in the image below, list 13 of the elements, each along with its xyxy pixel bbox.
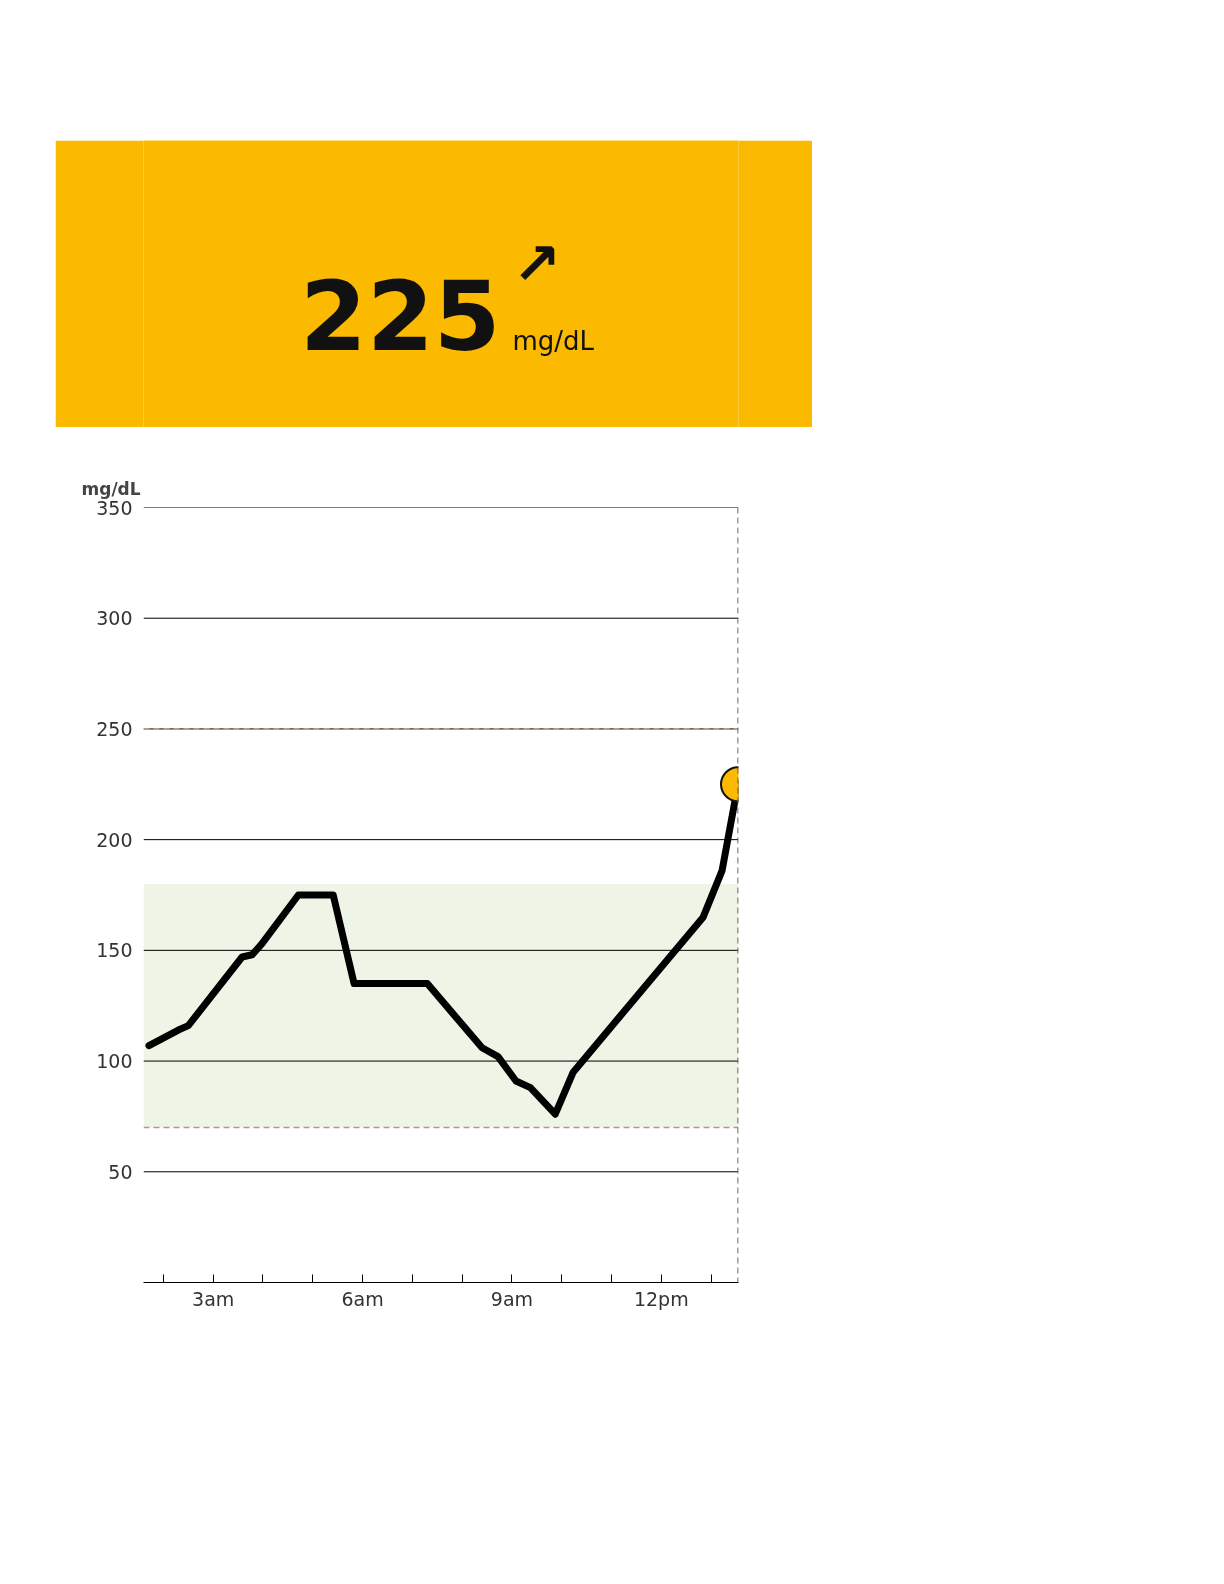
y-tick-label: 150 <box>96 939 133 962</box>
y-tick-label: 250 <box>96 717 133 740</box>
x-tick-label: 3am <box>192 1287 235 1310</box>
x-tick-label: 6am <box>341 1287 384 1310</box>
text: ↗ <box>512 230 562 299</box>
chart-title: 225 <box>300 261 501 374</box>
y-tick-label: 300 <box>96 607 133 630</box>
x-tick-label: 12pm <box>633 1287 689 1310</box>
chart-subtitle: mg/dL <box>512 325 595 356</box>
y-tick-label: 100 <box>96 1050 133 1073</box>
y-tick-label: 200 <box>96 828 133 851</box>
x-tick-label: 9am <box>490 1287 534 1310</box>
y-tick-label: 50 <box>108 1160 133 1183</box>
